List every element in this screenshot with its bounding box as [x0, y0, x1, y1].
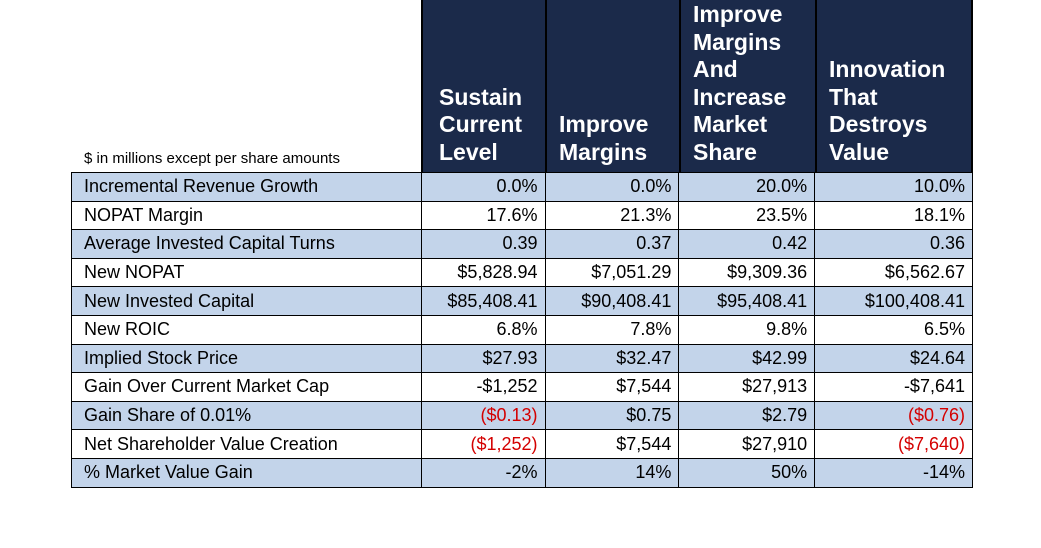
row-label: Average Invested Capital Turns	[71, 229, 422, 259]
table-cell: $27,910	[678, 429, 816, 459]
table-row: New ROIC 6.8% 7.8% 9.8% 6.5%	[71, 314, 973, 345]
table-cell: $85,408.41	[420, 286, 546, 316]
table-cell: $7,051.29	[544, 257, 680, 288]
table-cell: $7,544	[544, 429, 680, 459]
col-header-line: Increase	[693, 83, 787, 110]
col-header-line: Value	[829, 138, 890, 165]
table-cell: $0.75	[544, 400, 680, 431]
table-cell: ($0.13)	[420, 400, 546, 431]
table-cell: ($1,252)	[420, 429, 546, 459]
col-header-line: That	[829, 83, 878, 110]
table-row: Incremental Revenue Growth 0.0% 0.0% 20.0% 1…	[71, 172, 973, 202]
scenario-table-body: Incremental Revenue Growth 0.0% 0.0% 20.0% 1…	[71, 172, 973, 488]
col-header-line: Share	[693, 138, 757, 165]
table-cell: $6,562.67	[814, 257, 973, 288]
table-cell: ($7,640)	[814, 429, 973, 459]
col-header-line: Improve	[693, 1, 783, 27]
table-cell: 0.36	[814, 229, 973, 259]
row-label: NOPAT Margin	[71, 200, 422, 231]
table-cell: 0.42	[678, 229, 816, 259]
table-row: New Invested Capital $85,408.41 $90,408.41…	[71, 286, 973, 316]
table-cell: -2%	[420, 457, 546, 488]
col-header-line: Innovation	[829, 56, 946, 82]
table-cell: $32.47	[544, 343, 680, 374]
col-header-line: Improve	[559, 111, 649, 137]
col-header-line: Destroys	[829, 111, 928, 137]
table-cell: 6.8%	[420, 314, 546, 345]
row-label: New Invested Capital	[71, 286, 422, 316]
col-header-increase-share: Improve Margins And Increase Market Shar…	[679, 0, 815, 172]
table-cell: $2.79	[678, 400, 816, 431]
table-row: Gain Share of 0.01% ($0.13) $0.75 $2.79 ($0.…	[71, 400, 973, 431]
row-label: Implied Stock Price	[71, 343, 422, 374]
table-cell: 0.0%	[544, 172, 680, 202]
col-header-line: Margins	[559, 138, 648, 165]
table-cell: 6.5%	[814, 314, 973, 345]
scenario-table: Incremental Revenue Growth 0.0% 0.0% 20.0% 1…	[71, 172, 973, 488]
table-cell: $42.99	[678, 343, 816, 374]
row-label: New NOPAT	[71, 257, 422, 288]
table-cell: $5,828.94	[420, 257, 546, 288]
table-cell: 50%	[678, 457, 816, 488]
table-row: Average Invested Capital Turns 0.39 0.37 0.…	[71, 229, 973, 259]
table-cell: 7.8%	[544, 314, 680, 345]
table-cell: $7,544	[544, 372, 680, 402]
table-cell: 21.3%	[544, 200, 680, 231]
table-cell: 14%	[544, 457, 680, 488]
table-cell: 0.0%	[420, 172, 546, 202]
table-cell: $95,408.41	[678, 286, 816, 316]
table-cell: 0.39	[420, 229, 546, 259]
row-label: % Market Value Gain	[71, 457, 422, 488]
table-cell: 9.8%	[678, 314, 816, 345]
row-label: New ROIC	[71, 314, 422, 345]
table-cell: 10.0%	[814, 172, 973, 202]
col-header-improve: Improve Margins	[545, 0, 679, 172]
table-row: Gain Over Current Market Cap -$1,252 $7,54…	[71, 372, 973, 402]
col-header-line: Sustain	[439, 83, 523, 110]
table-cell: -$7,641	[814, 372, 973, 402]
table-cell: $24.64	[814, 343, 973, 374]
table-cell: $100,408.41	[814, 286, 973, 316]
table-row: NOPAT Margin 17.6% 21.3% 23.5% 18.1%	[71, 200, 973, 231]
table-cell: 0.37	[544, 229, 680, 259]
row-label: Net Shareholder Value Creation	[71, 429, 422, 459]
row-label: Gain Over Current Market Cap	[71, 372, 422, 402]
table-row: % Market Value Gain -2% 14% 50% -14%	[71, 457, 973, 488]
table-cell: 23.5%	[678, 200, 816, 231]
table-cell: ($0.76)	[814, 400, 973, 431]
col-header-line: Level	[439, 138, 498, 165]
table-row: New NOPAT $5,828.94 $7,051.29 $9,309.36 $6,5…	[71, 257, 973, 288]
table-row: Implied Stock Price $27.93 $32.47 $42.99 $24…	[71, 343, 973, 374]
table-cell: $90,408.41	[544, 286, 680, 316]
table-cell: 20.0%	[678, 172, 816, 202]
table-cell: $27,913	[678, 372, 816, 402]
table-row: Net Shareholder Value Creation ($1,252) $7…	[71, 429, 973, 459]
col-header-innovation: Innovation That Destroys Value	[815, 0, 973, 172]
table-cell: $9,309.36	[678, 257, 816, 288]
col-header-line: And	[693, 56, 738, 82]
table-cell: 17.6%	[420, 200, 546, 231]
table-cell: -$1,252	[420, 372, 546, 402]
col-header-line: Margins	[693, 28, 782, 55]
table-cell: -14%	[814, 457, 973, 488]
col-header-line: Current	[439, 111, 523, 137]
row-label: Gain Share of 0.01%	[71, 400, 422, 431]
table-cell: $27.93	[420, 343, 546, 374]
col-header-sustain: Sustain Current Level	[421, 0, 545, 172]
col-header-line: Market	[693, 111, 768, 137]
row-label: Incremental Revenue Growth	[71, 172, 422, 202]
table-cell: 18.1%	[814, 200, 973, 231]
units-note: $ in millions except per share amounts	[84, 150, 340, 167]
